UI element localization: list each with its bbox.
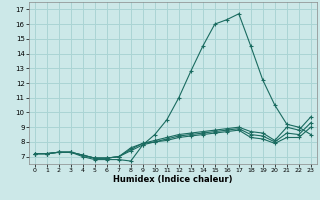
X-axis label: Humidex (Indice chaleur): Humidex (Indice chaleur) [113,175,233,184]
